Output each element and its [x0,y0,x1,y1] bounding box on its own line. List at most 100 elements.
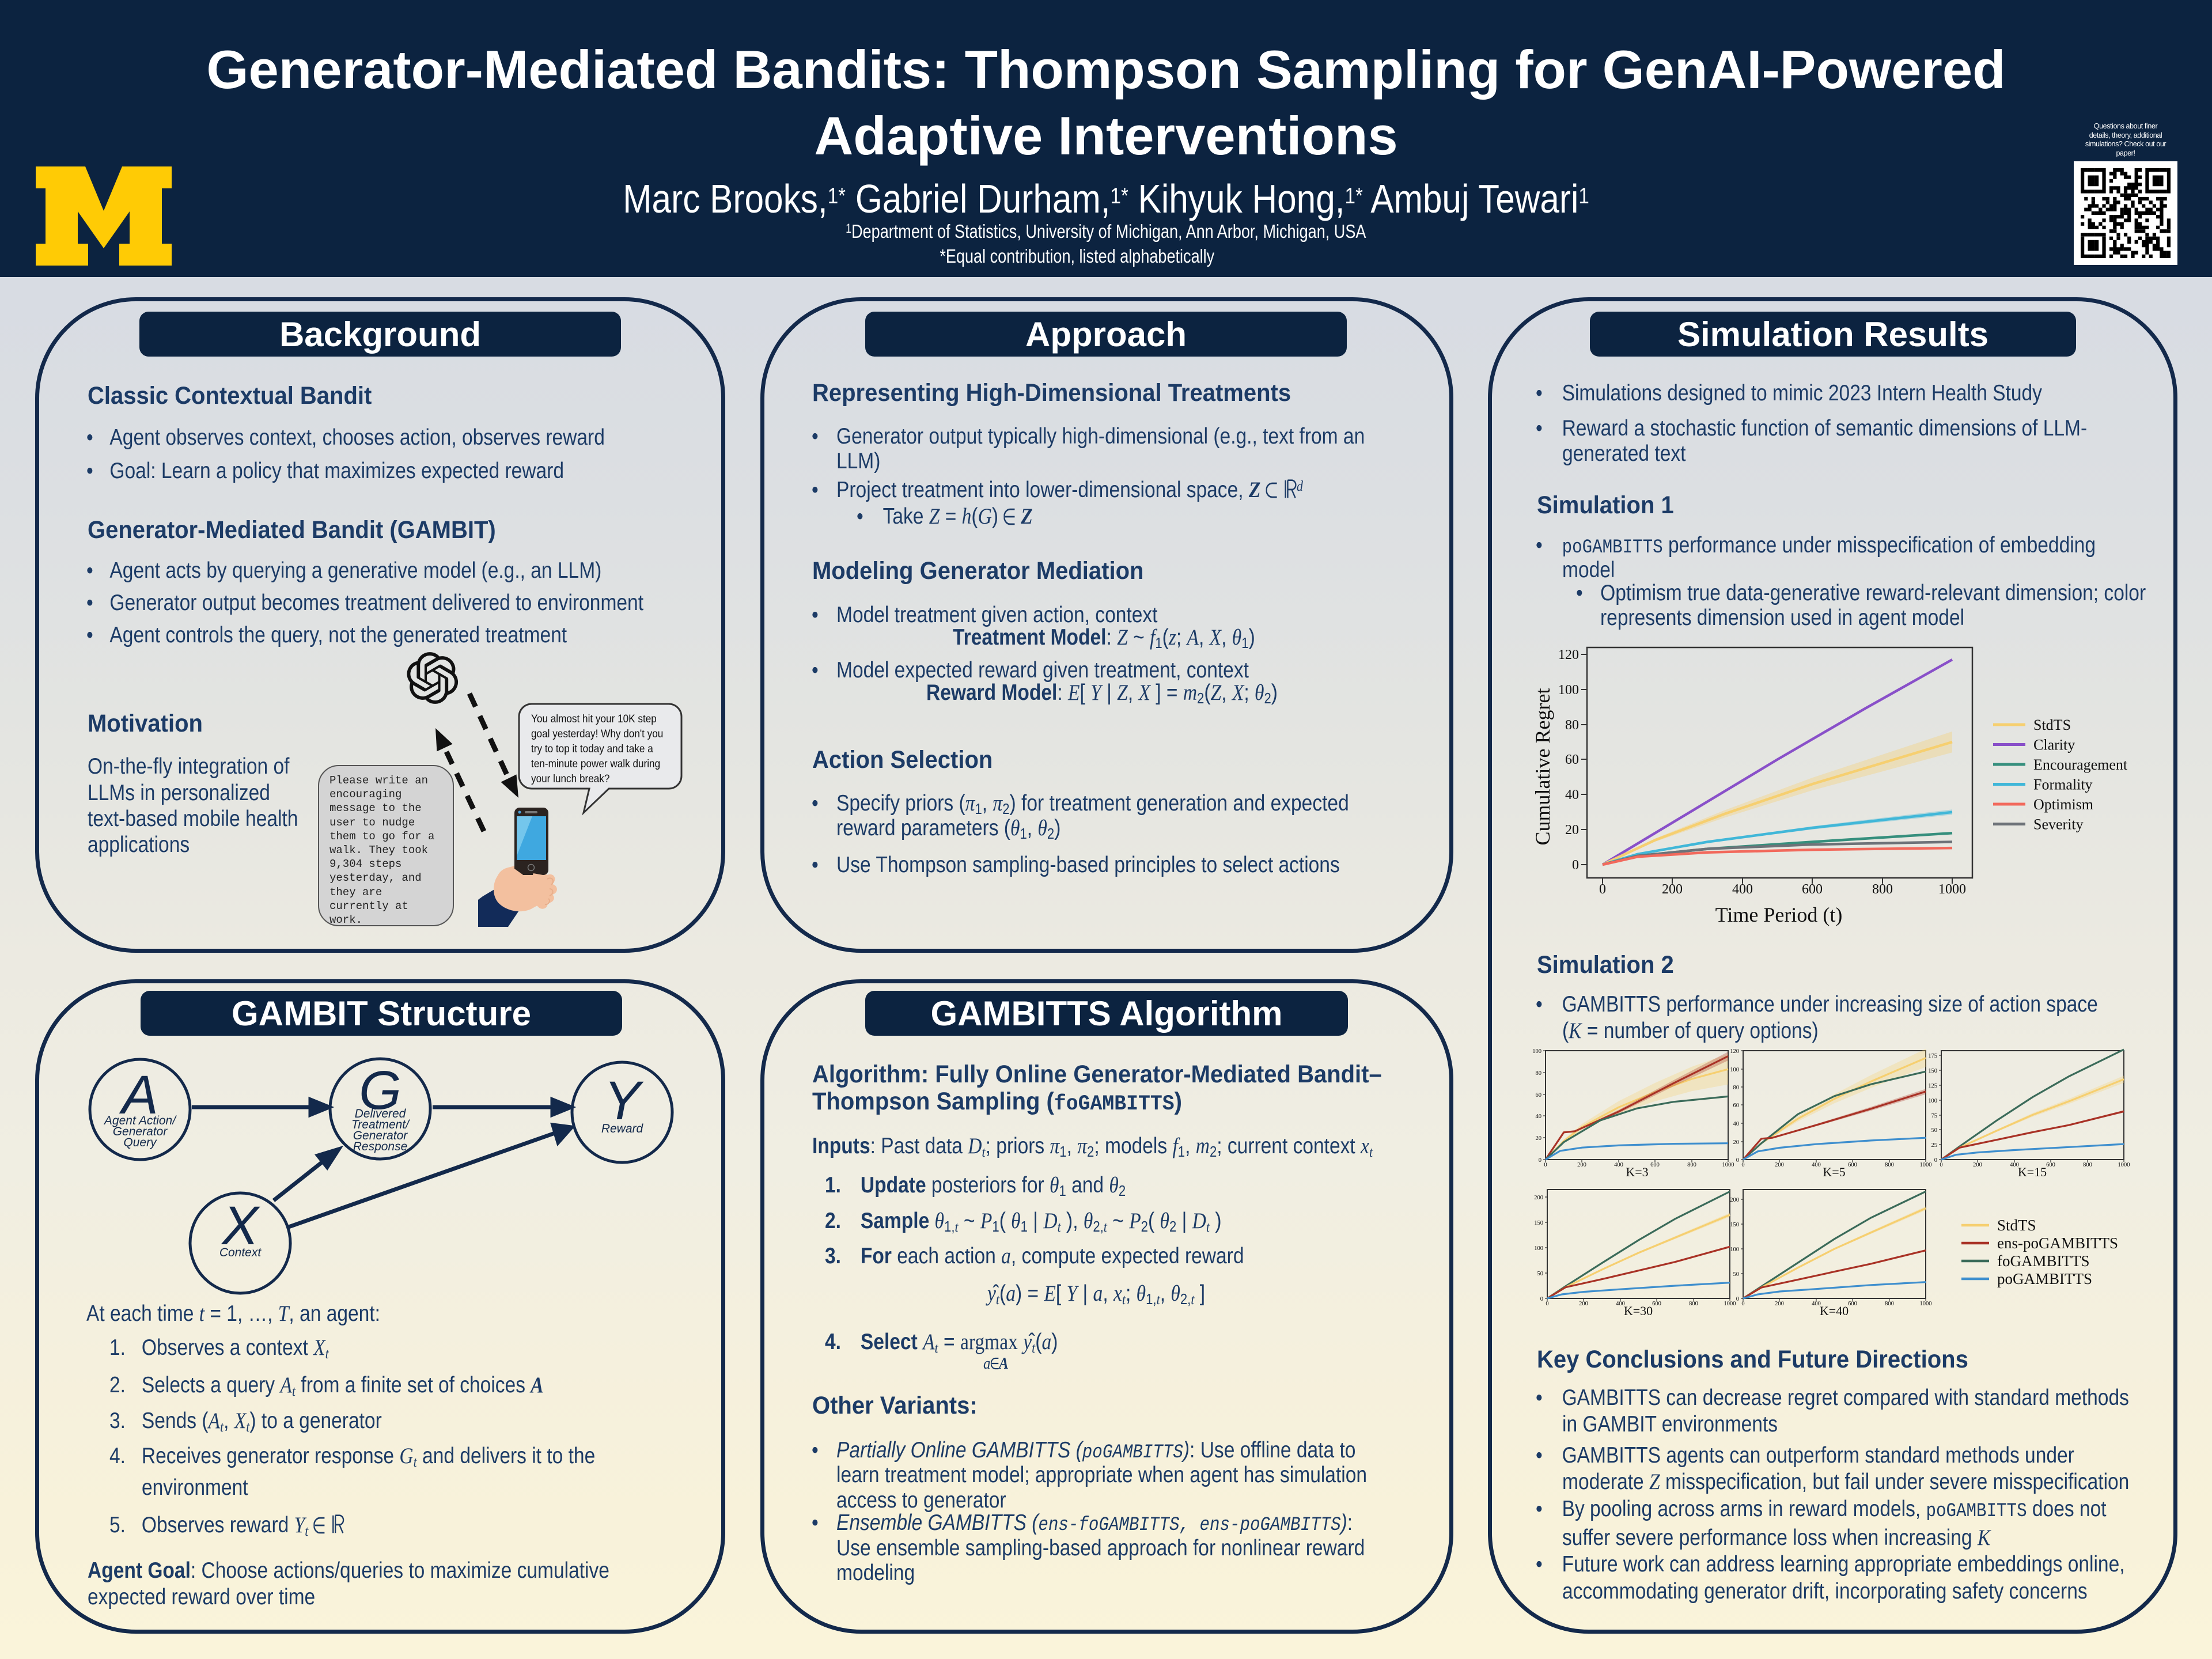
svg-text:1000: 1000 [2118,1162,2130,1168]
svg-text:20: 20 [1733,1139,1740,1146]
svg-text:0: 0 [1546,1301,1548,1307]
svg-text:1000: 1000 [1920,1301,1932,1307]
svg-text:X: X [221,1195,260,1256]
svg-text:0: 0 [1741,1162,1744,1168]
svg-text:Clarity: Clarity [2033,737,2075,753]
svg-text:0: 0 [1599,882,1606,897]
svg-text:G: G [359,1060,402,1121]
svg-text:Agent Action/: Agent Action/ [103,1114,177,1127]
svg-text:800: 800 [1885,1301,1894,1307]
svg-text:150: 150 [1534,1220,1543,1226]
svg-text:0: 0 [1539,1157,1541,1164]
svg-text:20: 20 [1565,823,1579,838]
svg-text:50: 50 [1733,1271,1740,1278]
svg-text:400: 400 [1616,1301,1625,1307]
svg-text:400: 400 [1812,1162,1821,1168]
svg-text:200: 200 [1775,1301,1784,1307]
svg-text:40: 40 [1565,787,1579,802]
svg-text:100: 100 [1534,1245,1543,1252]
svg-text:Y: Y [604,1070,644,1131]
svg-text:200: 200 [1973,1162,1982,1168]
svg-text:200: 200 [1662,882,1683,897]
svg-text:Formality: Formality [2033,777,2093,793]
svg-text:40: 40 [1733,1121,1740,1127]
svg-text:800: 800 [1687,1162,1696,1168]
svg-text:60: 60 [1536,1092,1542,1099]
svg-text:800: 800 [1872,882,1893,897]
svg-text:800: 800 [1689,1301,1698,1307]
svg-text:800: 800 [2083,1162,2092,1168]
svg-text:1000: 1000 [1722,1162,1734,1168]
svg-text:80: 80 [1565,718,1579,733]
svg-text:50: 50 [1931,1127,1938,1134]
svg-text:K=30: K=30 [1624,1304,1653,1318]
svg-text:0: 0 [1544,1162,1547,1168]
svg-text:Optimism: Optimism [2033,796,2093,813]
svg-text:150: 150 [1928,1068,1937,1074]
svg-text:Generator: Generator [113,1125,168,1138]
svg-text:StdTS: StdTS [1997,1217,2036,1234]
svg-text:120: 120 [1730,1048,1739,1055]
svg-text:600: 600 [1848,1162,1857,1168]
svg-text:100: 100 [1730,1067,1739,1073]
svg-text:120: 120 [1558,647,1579,662]
svg-text:600: 600 [2046,1162,2055,1168]
svg-text:K=5: K=5 [1823,1165,1845,1179]
svg-text:Severity: Severity [2033,816,2084,833]
svg-text:ens-poGAMBITTS: ens-poGAMBITTS [1997,1234,2118,1252]
svg-text:200: 200 [1534,1195,1543,1201]
svg-text:1000: 1000 [1920,1162,1932,1168]
svg-text:60: 60 [1733,1103,1740,1109]
svg-text:0: 0 [1572,858,1579,873]
svg-text:100: 100 [1730,1247,1739,1253]
svg-text:150: 150 [1730,1222,1739,1228]
svg-text:600: 600 [1802,882,1823,897]
svg-text:400: 400 [1732,882,1753,897]
svg-text:100: 100 [1532,1048,1541,1055]
svg-text:Context: Context [219,1246,262,1259]
svg-text:0: 0 [1540,1296,1543,1302]
svg-text:25: 25 [1931,1142,1938,1149]
svg-text:400: 400 [1812,1301,1821,1307]
svg-text:20: 20 [1536,1135,1542,1142]
svg-text:40: 40 [1536,1113,1542,1120]
svg-text:A: A [119,1065,158,1126]
svg-text:StdTS: StdTS [2033,717,2071,733]
svg-text:Reward: Reward [601,1122,644,1135]
svg-text:200: 200 [1730,1197,1739,1203]
svg-text:400: 400 [2010,1162,2019,1168]
svg-text:0: 0 [1940,1162,1942,1168]
svg-text:Delivered: Delivered [355,1107,407,1120]
svg-text:125: 125 [1928,1083,1937,1089]
svg-text:0: 0 [1736,1296,1739,1302]
svg-text:60: 60 [1565,752,1579,767]
svg-text:1000: 1000 [1724,1301,1736,1307]
svg-text:600: 600 [1848,1301,1857,1307]
svg-text:K=3: K=3 [1626,1165,1648,1179]
svg-text:Treatment/: Treatment/ [351,1118,410,1131]
svg-text:100: 100 [1928,1098,1937,1104]
svg-text:Response: Response [353,1140,408,1153]
svg-text:175: 175 [1928,1053,1937,1059]
svg-text:400: 400 [1614,1162,1623,1168]
svg-text:80: 80 [1536,1070,1542,1077]
svg-text:Query: Query [123,1136,157,1149]
svg-text:K=15: K=15 [2018,1165,2047,1179]
svg-text:0: 0 [1934,1157,1937,1164]
svg-text:foGAMBITTS: foGAMBITTS [1997,1252,2090,1270]
svg-text:50: 50 [1537,1271,1544,1277]
svg-text:200: 200 [1579,1301,1588,1307]
svg-text:200: 200 [1775,1162,1784,1168]
svg-text:Cumulative Regret: Cumulative Regret [1531,688,1554,846]
svg-text:Encouragement: Encouragement [2033,756,2128,773]
svg-text:K=40: K=40 [1820,1304,1849,1318]
svg-text:600: 600 [1652,1301,1661,1307]
svg-text:100: 100 [1558,683,1579,698]
svg-text:0: 0 [1736,1157,1739,1164]
svg-text:80: 80 [1733,1085,1740,1091]
svg-text:600: 600 [1650,1162,1660,1168]
svg-text:poGAMBITTS: poGAMBITTS [1997,1270,2092,1287]
svg-text:Time Period (t): Time Period (t) [1715,903,1843,926]
svg-text:75: 75 [1931,1113,1938,1119]
svg-text:800: 800 [1885,1162,1894,1168]
